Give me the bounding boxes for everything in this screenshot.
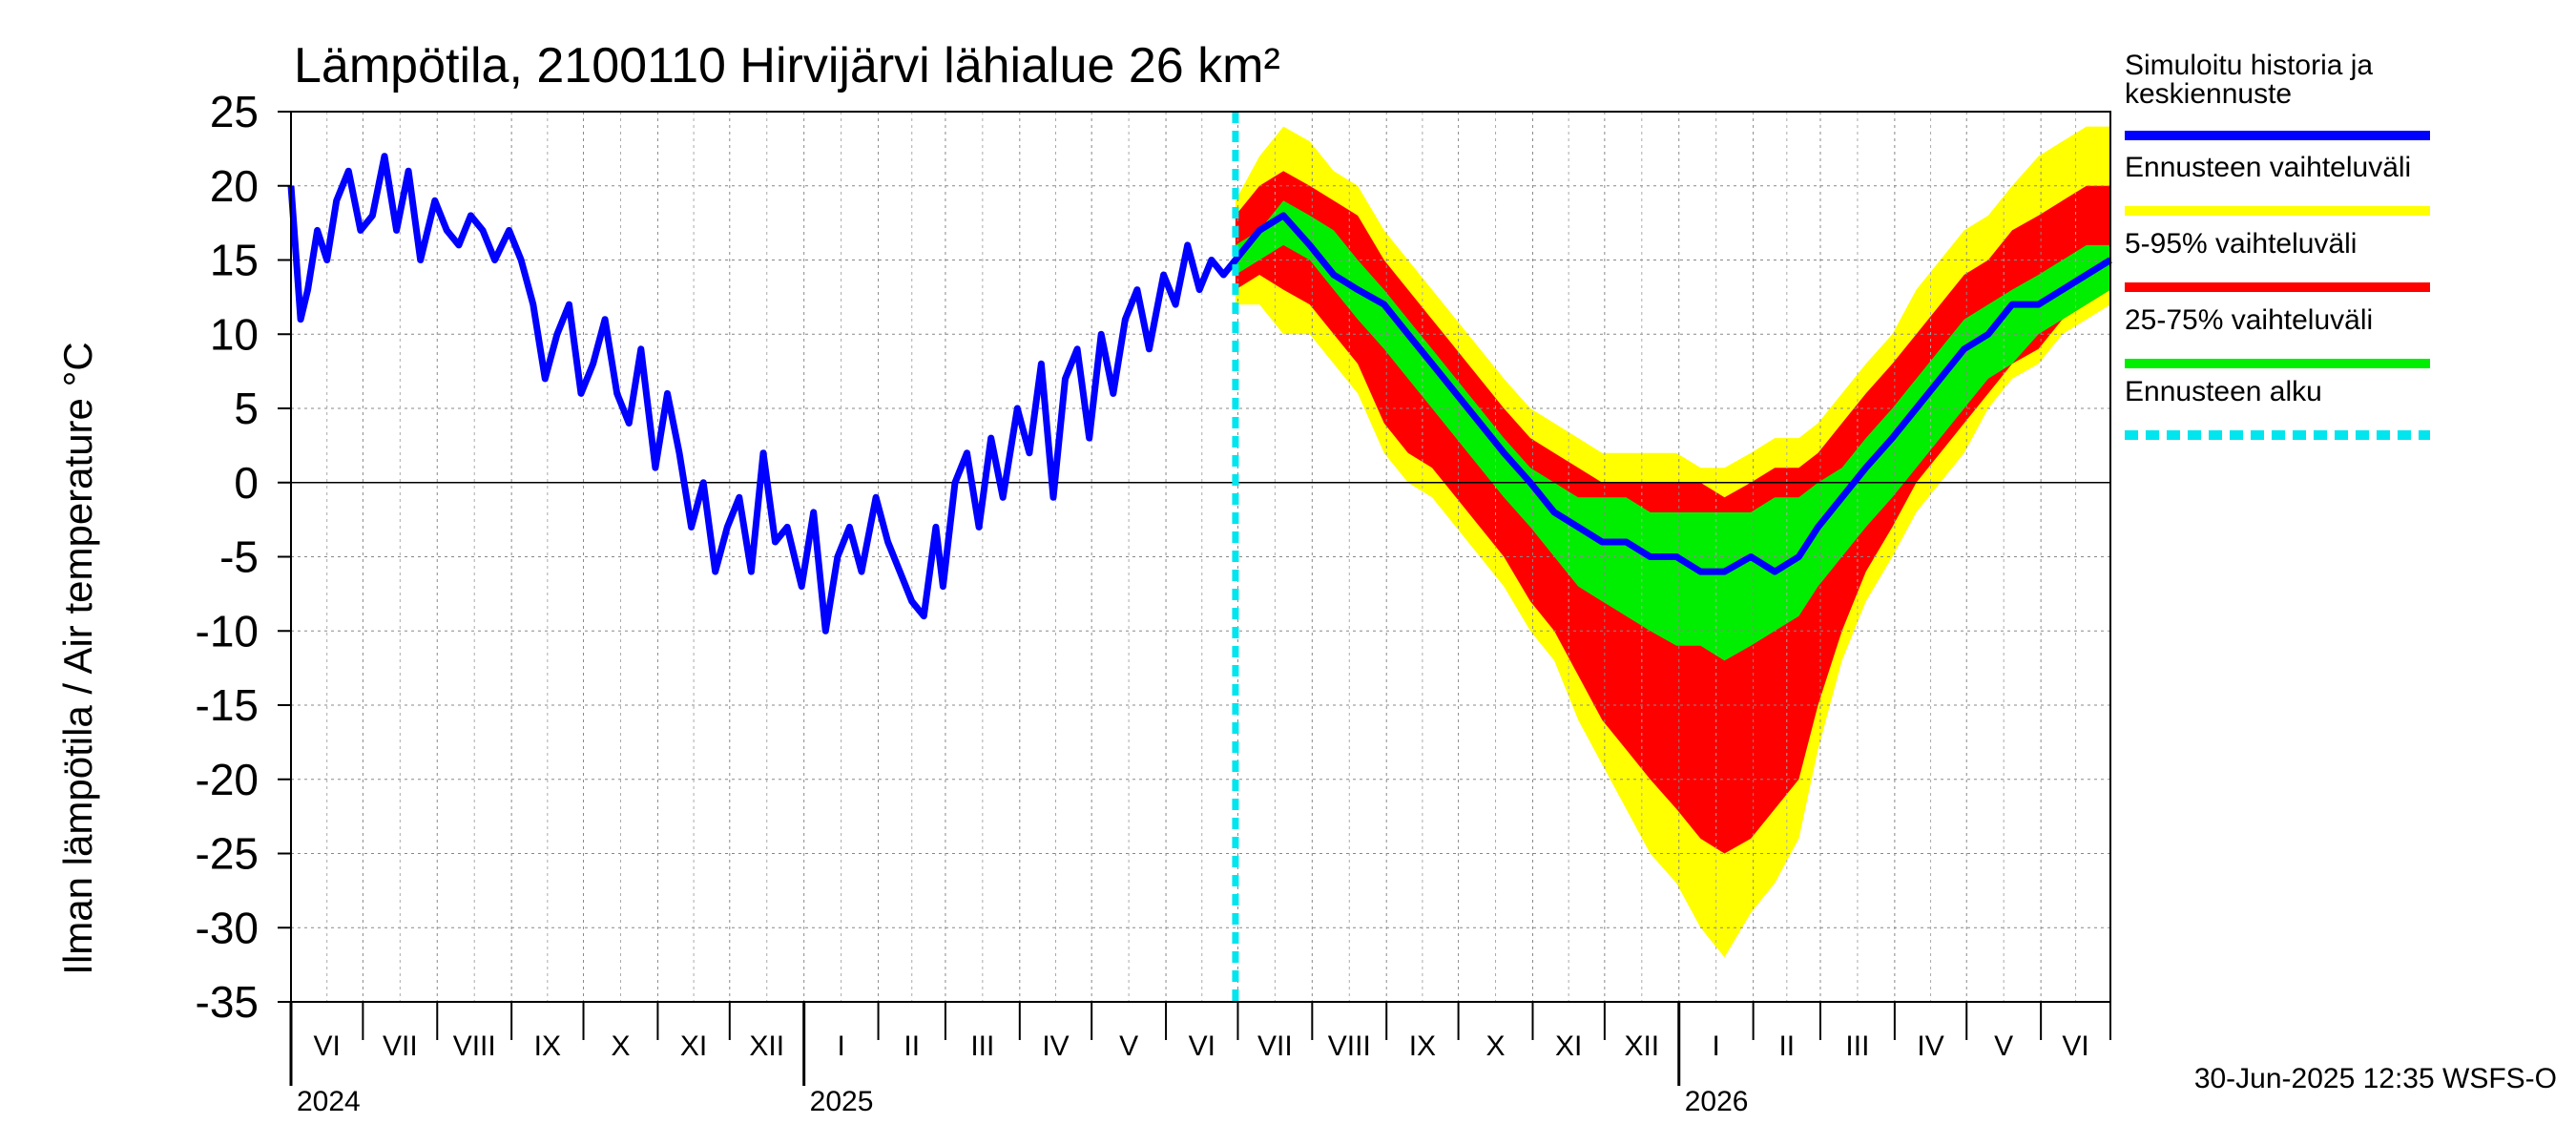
x-month-label: III bbox=[970, 1030, 994, 1062]
x-month-label: IX bbox=[534, 1030, 561, 1062]
x-year-label: 2025 bbox=[810, 1086, 874, 1117]
y-tick-label: 10 bbox=[210, 309, 259, 359]
x-month-label: XI bbox=[680, 1030, 707, 1062]
legend-label: 25-75% vaihteluväli bbox=[2125, 304, 2373, 336]
x-month-label: XI bbox=[1555, 1030, 1582, 1062]
x-month-label: V bbox=[1994, 1030, 2013, 1062]
legend-label: Ennusteen alku bbox=[2125, 376, 2322, 407]
x-month-label: IV bbox=[1917, 1030, 1943, 1062]
series-line-1 bbox=[287, 153, 2112, 635]
y-tick-label: -15 bbox=[196, 680, 259, 730]
x-month-label: X bbox=[611, 1030, 630, 1062]
y-tick-label: -5 bbox=[219, 532, 259, 582]
y-tick-label: 25 bbox=[210, 87, 259, 136]
x-month-label: II bbox=[1778, 1030, 1795, 1062]
y-tick-label: -35 bbox=[196, 977, 259, 1027]
y-tick-label: 0 bbox=[234, 458, 259, 508]
x-month-label: VI bbox=[1189, 1030, 1215, 1062]
x-month-label: VIII bbox=[453, 1030, 496, 1062]
x-month-label: XII bbox=[749, 1030, 784, 1062]
y-tick-label: -10 bbox=[196, 606, 259, 656]
x-month-label: II bbox=[904, 1030, 920, 1062]
x-month-label: I bbox=[1713, 1030, 1720, 1062]
x-month-label: VI bbox=[2062, 1030, 2088, 1062]
band-3 bbox=[1235, 200, 2110, 661]
plot-frame bbox=[290, 111, 2111, 1003]
x-year-label: 2024 bbox=[297, 1086, 361, 1117]
x-month-label: XII bbox=[1624, 1030, 1659, 1062]
x-month-label: V bbox=[1119, 1030, 1138, 1062]
series-lines bbox=[287, 112, 2112, 1002]
x-month-label: VI bbox=[314, 1030, 341, 1062]
x-month-label: VIII bbox=[1328, 1030, 1371, 1062]
legend-label: keskiennuste bbox=[2125, 78, 2292, 110]
x-year-label: 2026 bbox=[1685, 1086, 1749, 1117]
y-tick-label: 5 bbox=[234, 384, 259, 433]
band-2 bbox=[1235, 171, 2110, 854]
chart-title: Lämpötila, 2100110 Hirvijärvi lähialue 2… bbox=[294, 38, 1280, 94]
x-month-label: VII bbox=[383, 1030, 418, 1062]
legend-label: Ennusteen vaihteluväli bbox=[2125, 152, 2411, 183]
y-tick-label: 20 bbox=[210, 161, 259, 211]
footer-timestamp: 30-Jun-2025 12:35 WSFS-O bbox=[2194, 1063, 2557, 1094]
y-axis-label: Ilman lämpötila / Air temperature °C bbox=[55, 342, 100, 974]
legend-label: 5-95% vaihteluväli bbox=[2125, 228, 2357, 260]
x-month-label: X bbox=[1486, 1030, 1506, 1062]
legend-label: Simuloitu historia ja bbox=[2125, 50, 2373, 81]
x-month-label: III bbox=[1845, 1030, 1869, 1062]
x-month-label: I bbox=[837, 1030, 844, 1062]
y-tick-label: 15 bbox=[210, 236, 259, 285]
y-tick-label: -20 bbox=[196, 755, 259, 804]
x-month-label: IV bbox=[1042, 1030, 1069, 1062]
x-month-label: VII bbox=[1257, 1030, 1293, 1062]
y-tick-label: -30 bbox=[196, 903, 259, 952]
x-month-label: IX bbox=[1409, 1030, 1436, 1062]
y-tick-label: -25 bbox=[196, 829, 259, 879]
